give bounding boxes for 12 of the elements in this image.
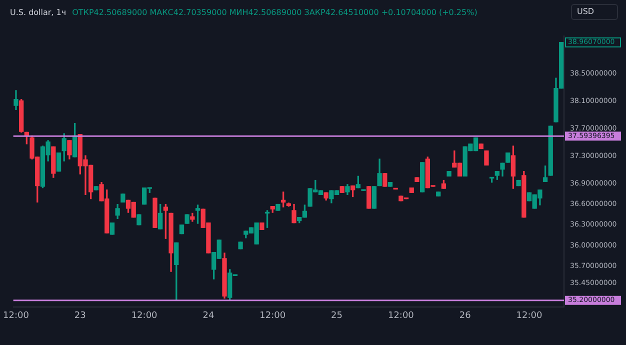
x-tick-label: 25 [331, 310, 342, 321]
x-tick-label: 12:00 [3, 310, 30, 321]
chart-subtitle: ОТКР42.50689000 МАКС42.70359000 МИН42.50689000 ЗАКР42.64510000 +0.10704000 (+0.25%) [72, 8, 478, 17]
x-tick-label: 26 [459, 310, 472, 321]
x-tick-label: 12:00 [260, 310, 286, 321]
x-tick-label: 12:00 [131, 310, 158, 321]
chart-title: U.S. dollar, 1ч [10, 8, 66, 17]
x-tick-label: 24 [202, 310, 214, 321]
x-tick-label: 23 [74, 310, 86, 321]
text: USD [571, 4, 618, 20]
x-tick-label: 12:00 [388, 310, 414, 321]
x-tick-label: 12:00 [516, 310, 542, 321]
